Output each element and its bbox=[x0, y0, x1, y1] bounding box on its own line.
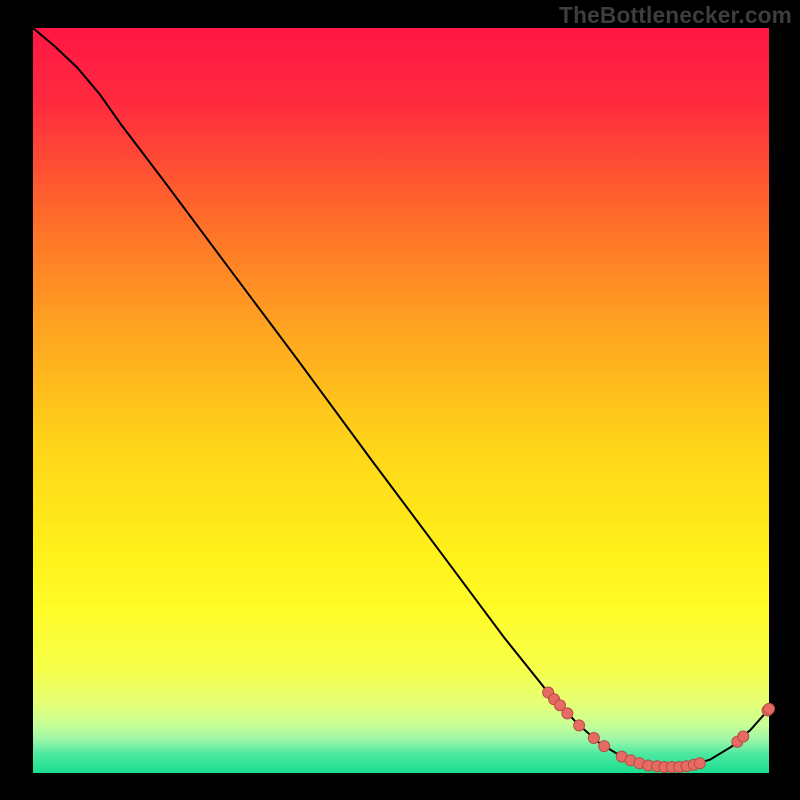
data-marker bbox=[562, 708, 573, 719]
data-marker bbox=[588, 732, 599, 743]
data-marker bbox=[764, 703, 775, 714]
data-marker bbox=[574, 720, 585, 731]
watermark-text: TheBottlenecker.com bbox=[559, 2, 792, 29]
data-marker bbox=[694, 758, 705, 769]
plot-background bbox=[33, 28, 769, 773]
bottleneck-curve-chart bbox=[0, 0, 800, 800]
data-marker bbox=[599, 741, 610, 752]
data-marker bbox=[738, 731, 749, 742]
chart-frame: { "meta": { "source_watermark": "TheBott… bbox=[0, 0, 800, 800]
